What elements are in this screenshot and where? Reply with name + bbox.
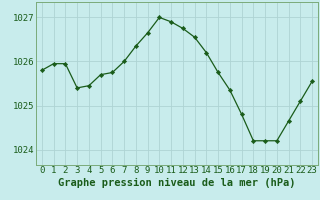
X-axis label: Graphe pression niveau de la mer (hPa): Graphe pression niveau de la mer (hPa): [58, 178, 296, 188]
